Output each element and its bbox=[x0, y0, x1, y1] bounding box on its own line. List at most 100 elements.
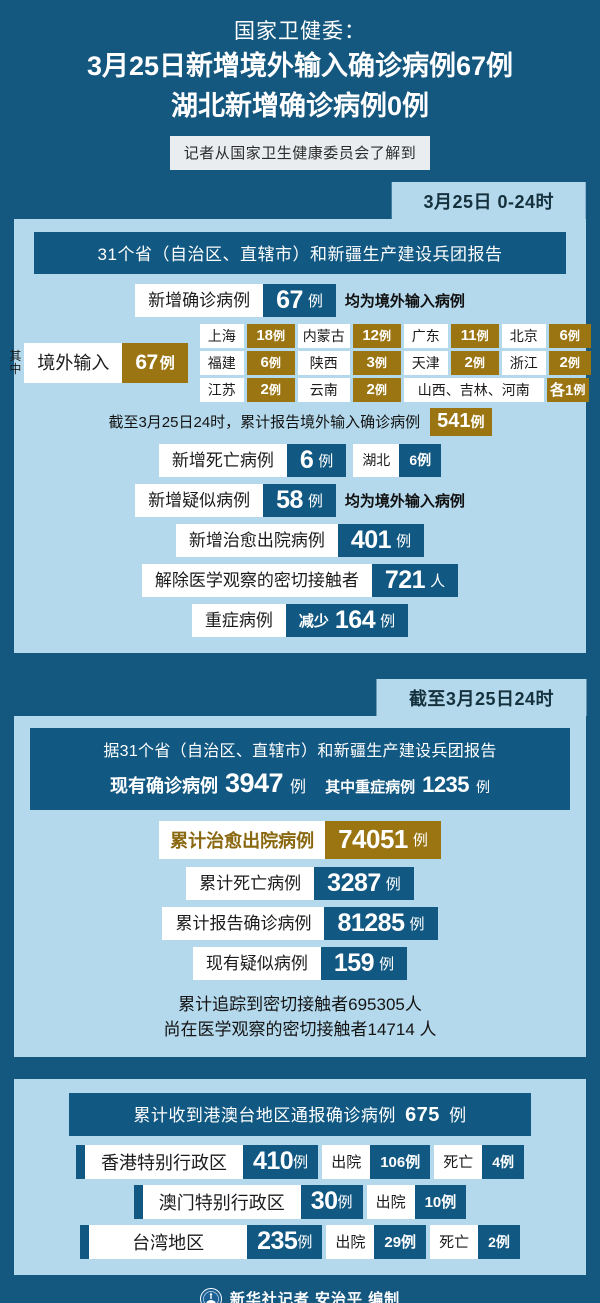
metric-value-box: 6 例 bbox=[286, 443, 347, 477]
region-confirmed-value: 410 bbox=[252, 1147, 294, 1176]
region-accent-tab bbox=[75, 1144, 85, 1179]
region-name: 香港特别行政区 bbox=[84, 1144, 243, 1179]
region-discharged-label: 出院 bbox=[326, 1224, 375, 1259]
metric-value: 6 bbox=[299, 445, 314, 474]
severe-unit: 例 bbox=[476, 778, 491, 795]
province-value: 各1 例 bbox=[546, 377, 589, 402]
region-confirmed-unit: 例 bbox=[293, 1154, 309, 1172]
existing-confirmed-label: 现有确诊病例 bbox=[109, 775, 218, 796]
header-kicker: 国家卫健委： bbox=[234, 20, 366, 43]
region-row-hongkong: 香港特别行政区 410 例 出院 106例 死亡 4例 bbox=[14, 1144, 586, 1179]
metric-label: 新增确诊病例 bbox=[135, 283, 264, 317]
severe-label: 其中重症病例 bbox=[325, 778, 416, 796]
header: 国家卫健委： 3月25日新增境外输入确诊病例67例 湖北新增确诊病例0例 记者从… bbox=[0, 0, 600, 170]
header-headline-line1: 3月25日新增境外输入确诊病例67例 bbox=[86, 51, 514, 82]
footer: 新华社记者 安治平 编制 bbox=[0, 1275, 600, 1303]
region-confirmed-unit: 例 bbox=[337, 1194, 353, 1212]
region-discharged-label: 出院 bbox=[366, 1184, 415, 1219]
metric-value: 159 bbox=[333, 948, 375, 977]
province-name: 内蒙古 bbox=[297, 323, 350, 348]
metric-value: 3287 bbox=[327, 868, 381, 897]
cumulative-imported-row: 截至3月25日24时，累计报告境外输入确诊病例 541例 bbox=[14, 407, 586, 436]
metric-value: 164 bbox=[334, 605, 376, 634]
province-name: 广东 bbox=[403, 323, 448, 348]
province-name: 浙江 bbox=[501, 350, 546, 375]
metric-value: 721 bbox=[384, 565, 426, 594]
imported-value: 67 bbox=[135, 350, 158, 374]
metric-label: 新增死亡病例 bbox=[158, 443, 287, 477]
metric-row-new-suspected: 新增疑似病例 58 例 均为境外输入病例 bbox=[14, 483, 586, 517]
regions-total-unit: 例 bbox=[449, 1105, 467, 1125]
province-value: 18 例 bbox=[246, 323, 295, 348]
imported-value-box: 67 例 bbox=[122, 342, 188, 383]
existing-confirmed-unit: 例 bbox=[290, 778, 307, 796]
metric-value: 81285 bbox=[337, 908, 405, 937]
metric-value: 67 bbox=[276, 285, 303, 314]
metric-unit: 例 bbox=[409, 915, 425, 933]
province-name: 福建 bbox=[199, 350, 244, 375]
region-death-label: 死亡 bbox=[434, 1144, 483, 1179]
section-divider bbox=[0, 653, 600, 679]
metric-row-released-contacts: 解除医学观察的密切接触者 721 人 bbox=[14, 563, 586, 597]
metric-row-new-discharged: 新增治愈出院病例 401 例 bbox=[14, 523, 586, 557]
metric-label: 新增疑似病例 bbox=[135, 483, 264, 517]
province-name: 陕西 bbox=[297, 350, 350, 375]
severe-value: 1235 bbox=[422, 771, 470, 797]
province-name: 天津 bbox=[403, 350, 448, 375]
metric-row-cum-confirmed: 累计报告确诊病例 81285 例 bbox=[14, 906, 586, 940]
region-confirmed-unit: 例 bbox=[297, 1234, 313, 1252]
metric-sub-label: 湖北 bbox=[353, 443, 400, 477]
summary-source-text: 据31个省（自治区、直辖市）和新疆生产建设兵团报告 bbox=[103, 742, 497, 760]
province-name: 北京 bbox=[501, 323, 546, 348]
metric-row-cum-discharged: 累计治愈出院病例 74051 例 bbox=[14, 820, 586, 859]
metric-row-new-deaths: 新增死亡病例 6 例 湖北 6例 bbox=[14, 443, 586, 477]
metric-value-box: 81285 例 bbox=[324, 906, 438, 940]
regions-total-value: 675 bbox=[405, 1103, 440, 1126]
province-name: 上海 bbox=[199, 323, 244, 348]
metric-value-box: 74051 例 bbox=[325, 820, 441, 859]
metric-label: 累计报告确诊病例 bbox=[162, 906, 325, 940]
metric-unit: 例 bbox=[385, 875, 401, 893]
province-value: 11 例 bbox=[450, 323, 499, 348]
metric-unit: 人 bbox=[430, 572, 446, 590]
observing-contacts-text: 尚在医学观察的密切接触者14714 人 bbox=[163, 1020, 437, 1040]
cumulative-imported-value-box: 541例 bbox=[430, 407, 492, 436]
section-divider bbox=[0, 1057, 600, 1079]
metric-unit: 例 bbox=[380, 612, 396, 630]
regions-total-text: 累计收到港澳台地区通报确诊病例 bbox=[133, 1105, 396, 1125]
metric-row-cum-deaths: 累计死亡病例 3287 例 bbox=[14, 866, 586, 900]
province-name: 山西、吉林、河南 bbox=[403, 377, 544, 402]
region-discharged-value: 29例 bbox=[374, 1224, 427, 1259]
region-discharged-value: 10例 bbox=[414, 1184, 467, 1219]
metric-prefix: 减少 bbox=[298, 612, 329, 630]
section-daily-body: 31个省（自治区、直辖市）和新疆生产建设兵团报告 新增确诊病例 67 例 均为境… bbox=[9, 218, 591, 653]
metric-value-box: 减少 164 例 bbox=[285, 603, 409, 637]
section-daily-tab: 3月25日 0-24时 bbox=[391, 181, 586, 219]
region-accent-tab bbox=[80, 1224, 90, 1259]
existing-confirmed-value: 3947 bbox=[224, 767, 284, 798]
metric-value-box: 401 例 bbox=[337, 523, 425, 557]
section-regions: 累计收到港澳台地区通报确诊病例 675 例 香港特别行政区 410 例 出院 1… bbox=[14, 1078, 586, 1275]
metric-note: 均为境外输入病例 bbox=[344, 492, 465, 510]
traced-contacts-text: 累计追踪到密切接触者695305人 bbox=[178, 994, 422, 1014]
region-confirmed-value: 30 bbox=[310, 1187, 338, 1216]
metric-value: 74051 bbox=[338, 824, 408, 855]
metric-unit: 例 bbox=[412, 832, 428, 850]
footer-credit: 新华社记者 安治平 编制 bbox=[229, 1291, 401, 1303]
metric-label: 新增治愈出院病例 bbox=[175, 523, 338, 557]
region-death-value: 2例 bbox=[478, 1224, 520, 1259]
metric-value: 401 bbox=[350, 525, 392, 554]
section-cumulative-summary-band: 据31个省（自治区、直辖市）和新疆生产建设兵团报告 现有确诊病例 3947 例 … bbox=[30, 727, 570, 810]
region-confirmed-box: 410 例 bbox=[242, 1144, 319, 1179]
metric-unit: 例 bbox=[396, 532, 412, 550]
